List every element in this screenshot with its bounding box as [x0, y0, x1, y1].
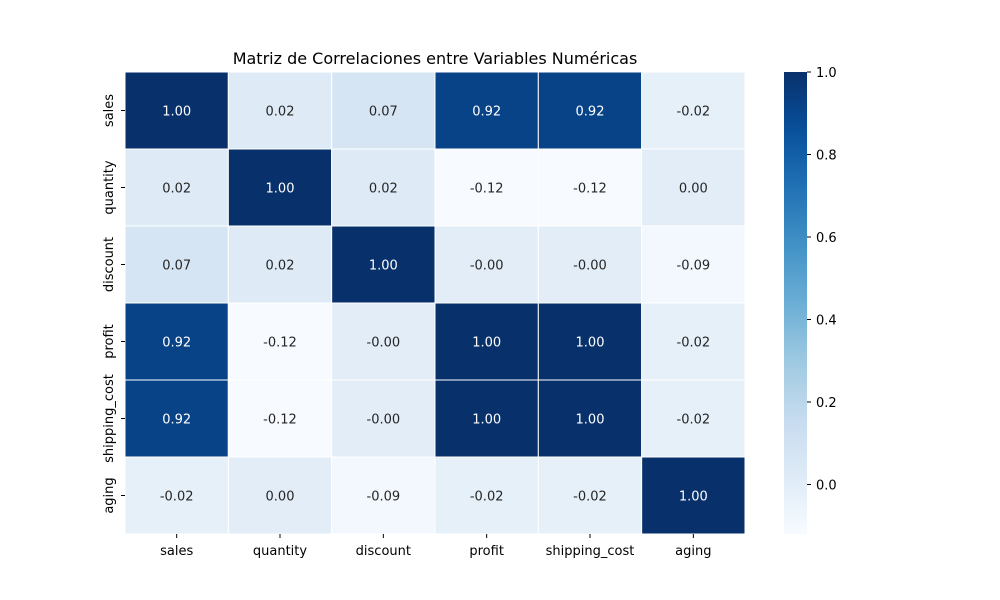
y-tick-label: profit	[102, 324, 117, 359]
heatmap-cell	[434, 379, 539, 458]
cell-value-label: 0.02	[266, 105, 295, 120]
cell-value-label: 0.02	[162, 182, 191, 197]
heatmap-cell	[124, 456, 229, 535]
heatmap-cell	[537, 71, 643, 150]
cell-value-label: -0.02	[677, 336, 711, 351]
heatmap-cell	[124, 379, 229, 458]
heatmap-cell	[537, 456, 643, 535]
cell-value-label: 1.00	[472, 413, 501, 428]
heatmap-cell	[641, 225, 746, 304]
cell-value-label: -0.00	[573, 259, 607, 274]
cell-value-label: 0.00	[679, 182, 708, 197]
heatmap-cell	[331, 379, 436, 458]
x-tick-label: shipping_cost	[546, 544, 635, 559]
cell-value-label: 1.00	[576, 413, 605, 428]
y-tick-label: discount	[102, 237, 117, 292]
cell-value-label: -0.02	[470, 490, 504, 505]
heatmap-cell	[227, 71, 333, 150]
y-tick-label: aging	[102, 477, 117, 513]
heatmap-cell	[227, 148, 333, 227]
y-tick-label: sales	[102, 94, 117, 127]
colorbar-tick-label: 0.4	[816, 314, 837, 329]
heatmap-cell	[641, 302, 746, 381]
cell-value-label: 1.00	[679, 490, 708, 505]
cell-value-label: 0.92	[162, 336, 191, 351]
heatmap-cell	[434, 148, 539, 227]
cell-value-label: -0.12	[470, 182, 504, 197]
heatmap-cell	[331, 302, 436, 381]
x-axis: sales quantity discount profit shipping_cost…	[160, 534, 711, 559]
heatmap-cell	[331, 225, 436, 304]
x-tick-label: sales	[160, 544, 193, 559]
y-tick-label: quantity	[102, 160, 117, 215]
heatmap-cell	[641, 379, 746, 458]
x-tick-label: quantity	[253, 544, 308, 559]
cell-value-label: 1.00	[162, 105, 191, 120]
heatmap-cell	[434, 225, 539, 304]
heatmap-cell	[641, 71, 746, 150]
heatmap-cell	[124, 302, 229, 381]
heatmap-cell	[227, 302, 333, 381]
y-axis: sales quantity discount profit shipping_cost…	[102, 94, 125, 514]
colorbar-tick-label: 0.6	[816, 231, 837, 246]
cell-value-label: 1.00	[472, 336, 501, 351]
colorbar-tick-label: 0.8	[816, 149, 837, 164]
x-tick-label: profit	[469, 544, 504, 559]
heatmap-cells: 1.00 0.02 0.07 0.92 0.92 -0.02 0.02 1.00 0.02 -0.…	[124, 71, 746, 535]
heatmap-cell	[537, 225, 643, 304]
cell-value-label: 1.00	[369, 259, 398, 274]
cell-value-label: -0.09	[677, 259, 711, 274]
chart-title: Matriz de Correlaciones entre Variables …	[233, 49, 638, 68]
cell-value-label: 0.00	[266, 490, 295, 505]
cell-value-label: 0.02	[369, 182, 398, 197]
heatmap-cell	[227, 225, 333, 304]
cell-value-label: -0.12	[263, 336, 297, 351]
colorbar-gradient	[784, 72, 807, 534]
cell-value-label: 0.92	[576, 105, 605, 120]
x-tick-label: aging	[675, 544, 711, 559]
cell-value-label: -0.00	[367, 413, 401, 428]
y-tick-label: shipping_cost	[102, 374, 117, 463]
cell-value-label: -0.02	[160, 490, 194, 505]
cell-value-label: 0.02	[266, 259, 295, 274]
cell-value-label: 0.92	[472, 105, 501, 120]
x-tick-label: discount	[356, 544, 411, 559]
colorbar-tick-label: 0.0	[816, 479, 837, 494]
heatmap-cell	[434, 302, 539, 381]
colorbar-tick-label: 1.0	[816, 66, 837, 81]
colorbar-tick-label: 0.2	[816, 396, 837, 411]
heatmap-cell	[434, 71, 539, 150]
cell-value-label: 0.07	[162, 259, 191, 274]
cell-value-label: -0.00	[367, 336, 401, 351]
cell-value-label: 0.92	[162, 413, 191, 428]
cell-value-label: -0.09	[367, 490, 401, 505]
cell-value-label: 1.00	[266, 182, 295, 197]
cell-value-label: -0.02	[677, 413, 711, 428]
heatmap-cell	[124, 225, 229, 304]
heatmap-cell	[124, 71, 229, 150]
cell-value-label: -0.12	[263, 413, 297, 428]
cell-value-label: -0.12	[573, 182, 607, 197]
heatmap-cell	[537, 302, 643, 381]
heatmap-cell	[537, 379, 643, 458]
heatmap-cell	[641, 148, 746, 227]
cell-value-label: -0.02	[573, 490, 607, 505]
heatmap-cell	[641, 456, 746, 535]
heatmap-cell	[331, 71, 436, 150]
cell-value-label: -0.02	[677, 105, 711, 120]
cell-value-label: 1.00	[576, 336, 605, 351]
cell-value-label: 0.07	[369, 105, 398, 120]
cell-value-label: -0.00	[470, 259, 504, 274]
colorbar: 0.0 0.2 0.4 0.6 0.8 1.0	[784, 66, 837, 534]
